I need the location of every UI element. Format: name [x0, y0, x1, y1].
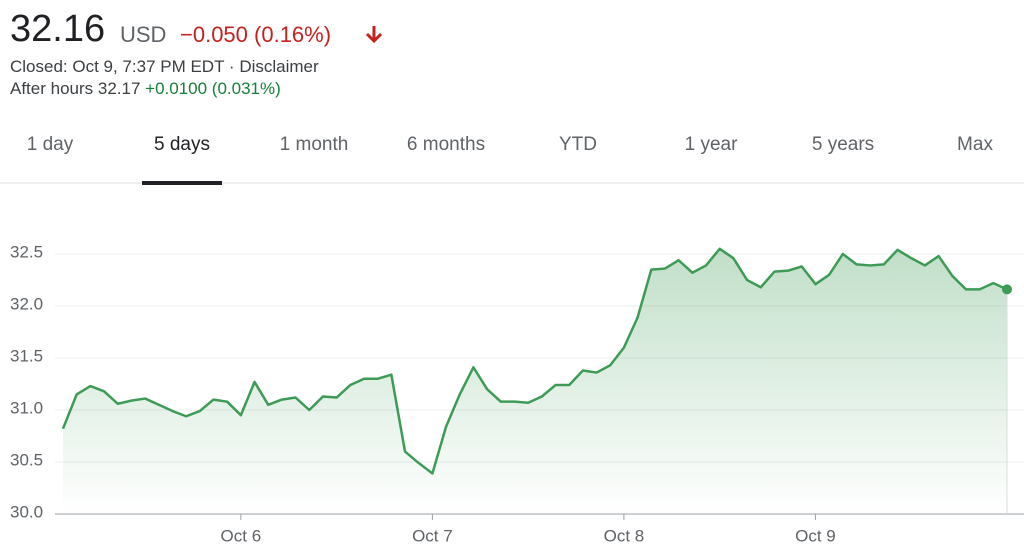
tab[interactable]: Max: [957, 134, 993, 155]
change: −0.050 (0.16%): [180, 22, 332, 47]
separator: ·: [228, 57, 235, 76]
status: Closed: Oct 9, 7:37 PM EDT: [10, 57, 225, 76]
disclaimer-link[interactable]: Disclaimer: [239, 57, 319, 76]
price: 32.16: [10, 8, 106, 50]
tab[interactable]: 6 months: [406, 134, 486, 155]
tab[interactable]: 5 years: [811, 134, 875, 155]
x-tick-label: Oct 6: [221, 526, 262, 545]
x-tick-label: Oct 7: [412, 526, 453, 545]
status-line: Closed: Oct 9, 7:37 PM EDT · Disclaimer: [10, 57, 319, 77]
after-hours: After hours 32.17: [10, 79, 141, 98]
x-tick-label: Oct 9: [795, 526, 836, 545]
y-tick-label: 32.0: [10, 294, 43, 313]
down-arrow: [365, 26, 383, 44]
y-tick-label: 31.5: [10, 346, 43, 365]
tab[interactable]: 1 month: [279, 134, 349, 155]
tab[interactable]: 1 year: [684, 134, 738, 155]
y-tick-label: 30.0: [10, 502, 43, 521]
tab-underline: [142, 181, 222, 185]
end-dot: [1002, 284, 1012, 295]
tab[interactable]: YTD: [559, 134, 597, 155]
y-tick-label: 30.5: [10, 450, 43, 469]
currency: USD: [120, 22, 167, 47]
after-hours-line: After hours 32.17 +0.0100 (0.031%): [10, 79, 281, 99]
x-tick-label: Oct 8: [604, 526, 645, 545]
tab[interactable]: 1 day: [26, 134, 74, 155]
area: [63, 248, 1007, 515]
y-tick-label: 32.5: [10, 242, 43, 261]
after-change: +0.0100 (0.031%): [145, 79, 281, 98]
line: [61, 247, 1008, 475]
y-tick-label: 31.0: [10, 398, 43, 417]
tab[interactable]: 5 days: [154, 134, 210, 155]
